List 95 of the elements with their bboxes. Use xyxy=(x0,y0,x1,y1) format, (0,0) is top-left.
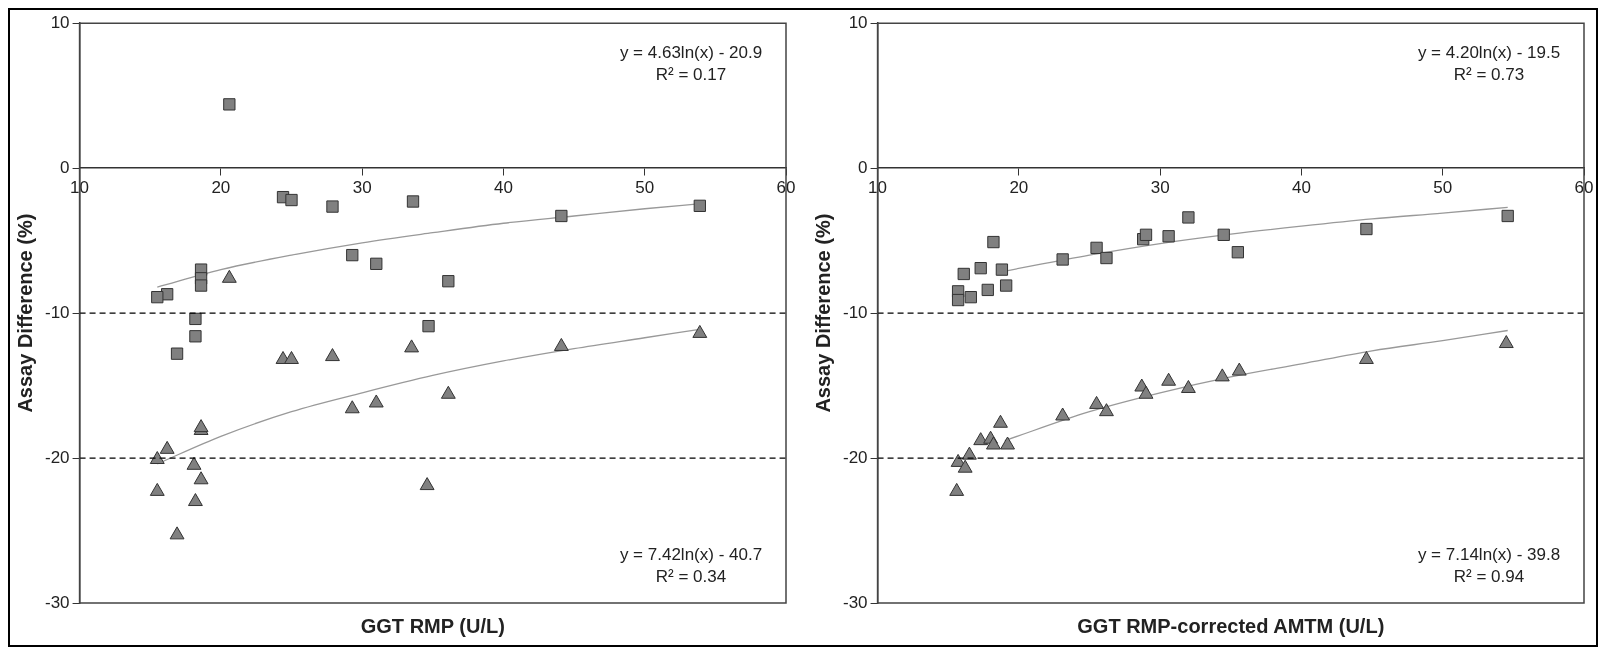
y-tick-label: 10 xyxy=(50,12,70,32)
y-tick-label: -10 xyxy=(44,302,70,322)
x-tick-label: 40 xyxy=(1291,178,1311,198)
point xyxy=(1090,241,1103,255)
point xyxy=(1231,362,1247,376)
annotation: R² = 0.17 xyxy=(655,64,727,84)
point xyxy=(692,324,708,338)
annotation: y = 7.14ln(x) - 39.8 xyxy=(1417,544,1561,564)
point xyxy=(344,400,360,414)
point xyxy=(346,248,359,262)
point xyxy=(419,477,435,491)
x-tick-label: 40 xyxy=(493,178,513,198)
point xyxy=(1055,407,1071,421)
point xyxy=(440,385,456,399)
point xyxy=(193,471,209,485)
annotation: R² = 0.34 xyxy=(655,566,727,586)
point xyxy=(1161,372,1177,386)
point xyxy=(149,451,165,464)
annotation: R² = 0.94 xyxy=(1453,566,1525,586)
y-tick-label: -20 xyxy=(44,447,70,467)
point xyxy=(949,482,965,496)
x-axis-title: GGT RMP-corrected AMTM (U/L) xyxy=(1077,614,1385,637)
x-tick-label: 30 xyxy=(1150,178,1170,198)
point xyxy=(1360,222,1373,236)
point xyxy=(285,193,298,207)
point xyxy=(186,456,202,470)
point xyxy=(555,209,568,223)
point xyxy=(1498,335,1514,349)
x-tick-label: 20 xyxy=(1009,178,1029,198)
y-tick-label: -30 xyxy=(842,592,868,612)
y-tick-label: 10 xyxy=(848,12,868,32)
point xyxy=(993,414,1008,428)
point xyxy=(957,267,970,281)
point xyxy=(159,440,175,454)
x-tick-label: 50 xyxy=(635,178,655,198)
y-tick-label: 0 xyxy=(60,157,70,177)
point xyxy=(368,394,384,408)
point xyxy=(404,339,420,353)
point xyxy=(194,279,208,292)
y-tick-label: -30 xyxy=(44,592,70,612)
point xyxy=(1217,228,1230,241)
point xyxy=(987,235,1000,249)
point xyxy=(370,257,383,270)
point xyxy=(1182,211,1195,224)
annotation: y = 4.63ln(x) - 20.9 xyxy=(619,42,763,62)
y-axis-title: Assay Difference (%) xyxy=(13,213,36,413)
point xyxy=(1138,385,1154,399)
point xyxy=(995,263,1009,276)
point xyxy=(951,293,965,307)
point xyxy=(189,312,202,326)
point xyxy=(284,350,299,364)
point xyxy=(188,493,203,507)
x-axis-title: GGT RMP (U/L) xyxy=(360,614,505,637)
point xyxy=(964,291,977,304)
y-axis-title: Assay Difference (%) xyxy=(811,213,834,413)
y-tick-label: -20 xyxy=(842,447,868,467)
point xyxy=(1100,251,1113,265)
point xyxy=(999,279,1013,292)
point xyxy=(169,526,185,540)
point xyxy=(1000,436,1015,450)
point xyxy=(974,262,987,275)
point xyxy=(1231,246,1245,259)
y-tick-label: -10 xyxy=(842,302,868,322)
annotation: y = 4.20ln(x) - 19.5 xyxy=(1417,42,1561,62)
point xyxy=(553,337,569,351)
point xyxy=(170,347,184,360)
point xyxy=(422,319,435,333)
point xyxy=(981,283,994,297)
point xyxy=(986,436,1001,450)
point xyxy=(149,482,165,496)
x-tick-label: 20 xyxy=(211,178,231,198)
point xyxy=(151,291,164,304)
y-tick-label: 0 xyxy=(858,157,868,177)
annotation: R² = 0.73 xyxy=(1453,64,1525,84)
point xyxy=(221,269,237,283)
point xyxy=(1162,230,1175,243)
point xyxy=(223,98,236,111)
x-tick-label: 30 xyxy=(352,178,372,198)
point xyxy=(1099,403,1114,417)
point xyxy=(1214,368,1230,382)
point xyxy=(406,195,420,208)
point xyxy=(1180,379,1196,393)
point xyxy=(1358,350,1374,364)
point xyxy=(442,275,455,288)
point xyxy=(1501,209,1514,223)
point xyxy=(957,459,973,473)
point xyxy=(1056,253,1069,266)
point xyxy=(189,330,202,343)
annotation: y = 7.42ln(x) - 40.7 xyxy=(619,544,763,564)
point xyxy=(1089,395,1104,409)
point xyxy=(325,348,340,362)
point xyxy=(1139,228,1153,241)
x-tick-label: 50 xyxy=(1433,178,1453,198)
point xyxy=(326,200,339,213)
point xyxy=(693,199,706,212)
